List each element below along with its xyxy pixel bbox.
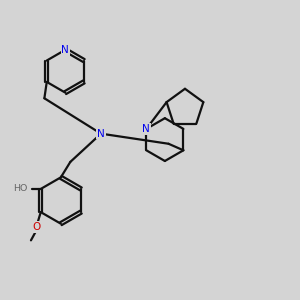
Text: HO: HO: [13, 184, 27, 194]
Text: N: N: [61, 45, 69, 55]
Text: N: N: [142, 124, 150, 134]
Text: O: O: [32, 222, 41, 232]
Text: N: N: [97, 129, 105, 139]
